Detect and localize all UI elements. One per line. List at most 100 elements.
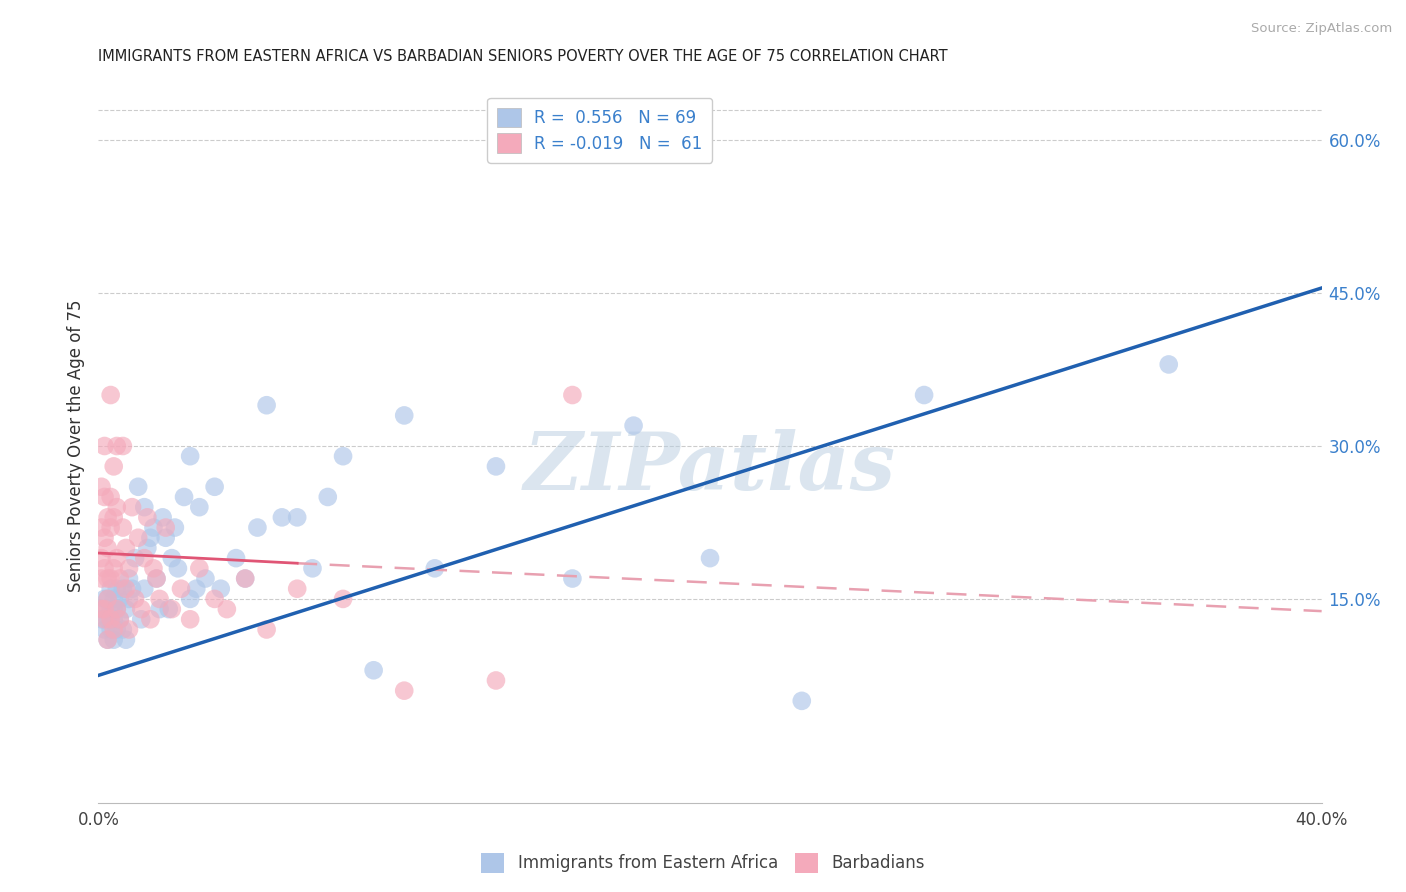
Point bbox=[90, 520, 112, 534]
Point bbox=[270, 510, 292, 524]
Point bbox=[103, 612, 125, 626]
Point bbox=[100, 388, 122, 402]
Point bbox=[90, 602, 112, 616]
Point bbox=[93, 531, 115, 545]
Point bbox=[90, 551, 112, 566]
Point bbox=[97, 572, 120, 586]
Point bbox=[100, 612, 122, 626]
Point bbox=[134, 551, 156, 566]
Point bbox=[111, 520, 134, 534]
Point bbox=[118, 572, 141, 586]
Point bbox=[423, 561, 446, 575]
Legend: R =  0.556   N = 69, R = -0.019   N =  61: R = 0.556 N = 69, R = -0.019 N = 61 bbox=[488, 97, 713, 162]
Point bbox=[115, 582, 138, 596]
Point bbox=[118, 561, 141, 575]
Point bbox=[256, 623, 278, 637]
Point bbox=[90, 572, 112, 586]
Point bbox=[149, 591, 172, 606]
Point bbox=[173, 490, 195, 504]
Point bbox=[108, 591, 131, 606]
Point bbox=[145, 572, 167, 586]
Point bbox=[363, 663, 385, 677]
Point bbox=[103, 459, 125, 474]
Point bbox=[127, 480, 149, 494]
Point bbox=[124, 551, 146, 566]
Point bbox=[485, 459, 508, 474]
Point bbox=[118, 623, 141, 637]
Point bbox=[100, 572, 122, 586]
Point bbox=[105, 439, 128, 453]
Point bbox=[188, 561, 211, 575]
Point bbox=[100, 623, 122, 637]
Point bbox=[134, 500, 156, 515]
Point bbox=[103, 632, 125, 647]
Point bbox=[108, 612, 131, 626]
Point bbox=[912, 388, 935, 402]
Point bbox=[103, 510, 125, 524]
Point bbox=[145, 572, 167, 586]
Text: IMMIGRANTS FROM EASTERN AFRICA VS BARBADIAN SENIORS POVERTY OVER THE AGE OF 75 C: IMMIGRANTS FROM EASTERN AFRICA VS BARBAD… bbox=[98, 49, 948, 64]
Point bbox=[93, 612, 115, 626]
Point bbox=[155, 531, 177, 545]
Point bbox=[233, 572, 256, 586]
Point bbox=[105, 500, 128, 515]
Point bbox=[561, 388, 583, 402]
Point bbox=[103, 623, 125, 637]
Point bbox=[105, 582, 128, 596]
Point bbox=[285, 582, 308, 596]
Point bbox=[90, 602, 112, 616]
Point bbox=[97, 510, 120, 524]
Point bbox=[100, 582, 122, 596]
Point bbox=[790, 694, 813, 708]
Point bbox=[1157, 358, 1180, 372]
Point bbox=[90, 612, 112, 626]
Point bbox=[108, 572, 131, 586]
Point bbox=[108, 612, 131, 626]
Point bbox=[139, 531, 162, 545]
Point bbox=[115, 541, 138, 555]
Point bbox=[105, 602, 128, 616]
Point bbox=[93, 623, 115, 637]
Point bbox=[204, 480, 226, 494]
Point bbox=[121, 500, 143, 515]
Text: Source: ZipAtlas.com: Source: ZipAtlas.com bbox=[1251, 22, 1392, 36]
Point bbox=[561, 572, 583, 586]
Y-axis label: Seniors Poverty Over the Age of 75: Seniors Poverty Over the Age of 75 bbox=[66, 300, 84, 592]
Point bbox=[152, 510, 174, 524]
Point bbox=[97, 541, 120, 555]
Point bbox=[186, 582, 208, 596]
Point bbox=[111, 439, 134, 453]
Point bbox=[115, 632, 138, 647]
Point bbox=[332, 449, 354, 463]
Point bbox=[285, 510, 308, 524]
Point bbox=[118, 591, 141, 606]
Point bbox=[142, 561, 165, 575]
Point bbox=[129, 612, 152, 626]
Point bbox=[155, 520, 177, 534]
Point bbox=[100, 520, 122, 534]
Point bbox=[127, 531, 149, 545]
Point bbox=[160, 602, 183, 616]
Point bbox=[129, 602, 152, 616]
Point bbox=[93, 439, 115, 453]
Point bbox=[93, 561, 115, 575]
Point bbox=[136, 510, 159, 524]
Point bbox=[100, 602, 122, 616]
Point bbox=[485, 673, 508, 688]
Point bbox=[103, 561, 125, 575]
Point bbox=[121, 582, 143, 596]
Point bbox=[136, 541, 159, 555]
Point bbox=[699, 551, 721, 566]
Point bbox=[93, 490, 115, 504]
Point bbox=[105, 602, 128, 616]
Point bbox=[103, 602, 125, 616]
Text: ZIPatlas: ZIPatlas bbox=[524, 429, 896, 506]
Point bbox=[97, 612, 120, 626]
Point bbox=[139, 612, 162, 626]
Point bbox=[105, 623, 128, 637]
Point bbox=[124, 591, 146, 606]
Point bbox=[111, 623, 134, 637]
Point bbox=[111, 582, 134, 596]
Point bbox=[167, 561, 190, 575]
Point bbox=[392, 409, 416, 423]
